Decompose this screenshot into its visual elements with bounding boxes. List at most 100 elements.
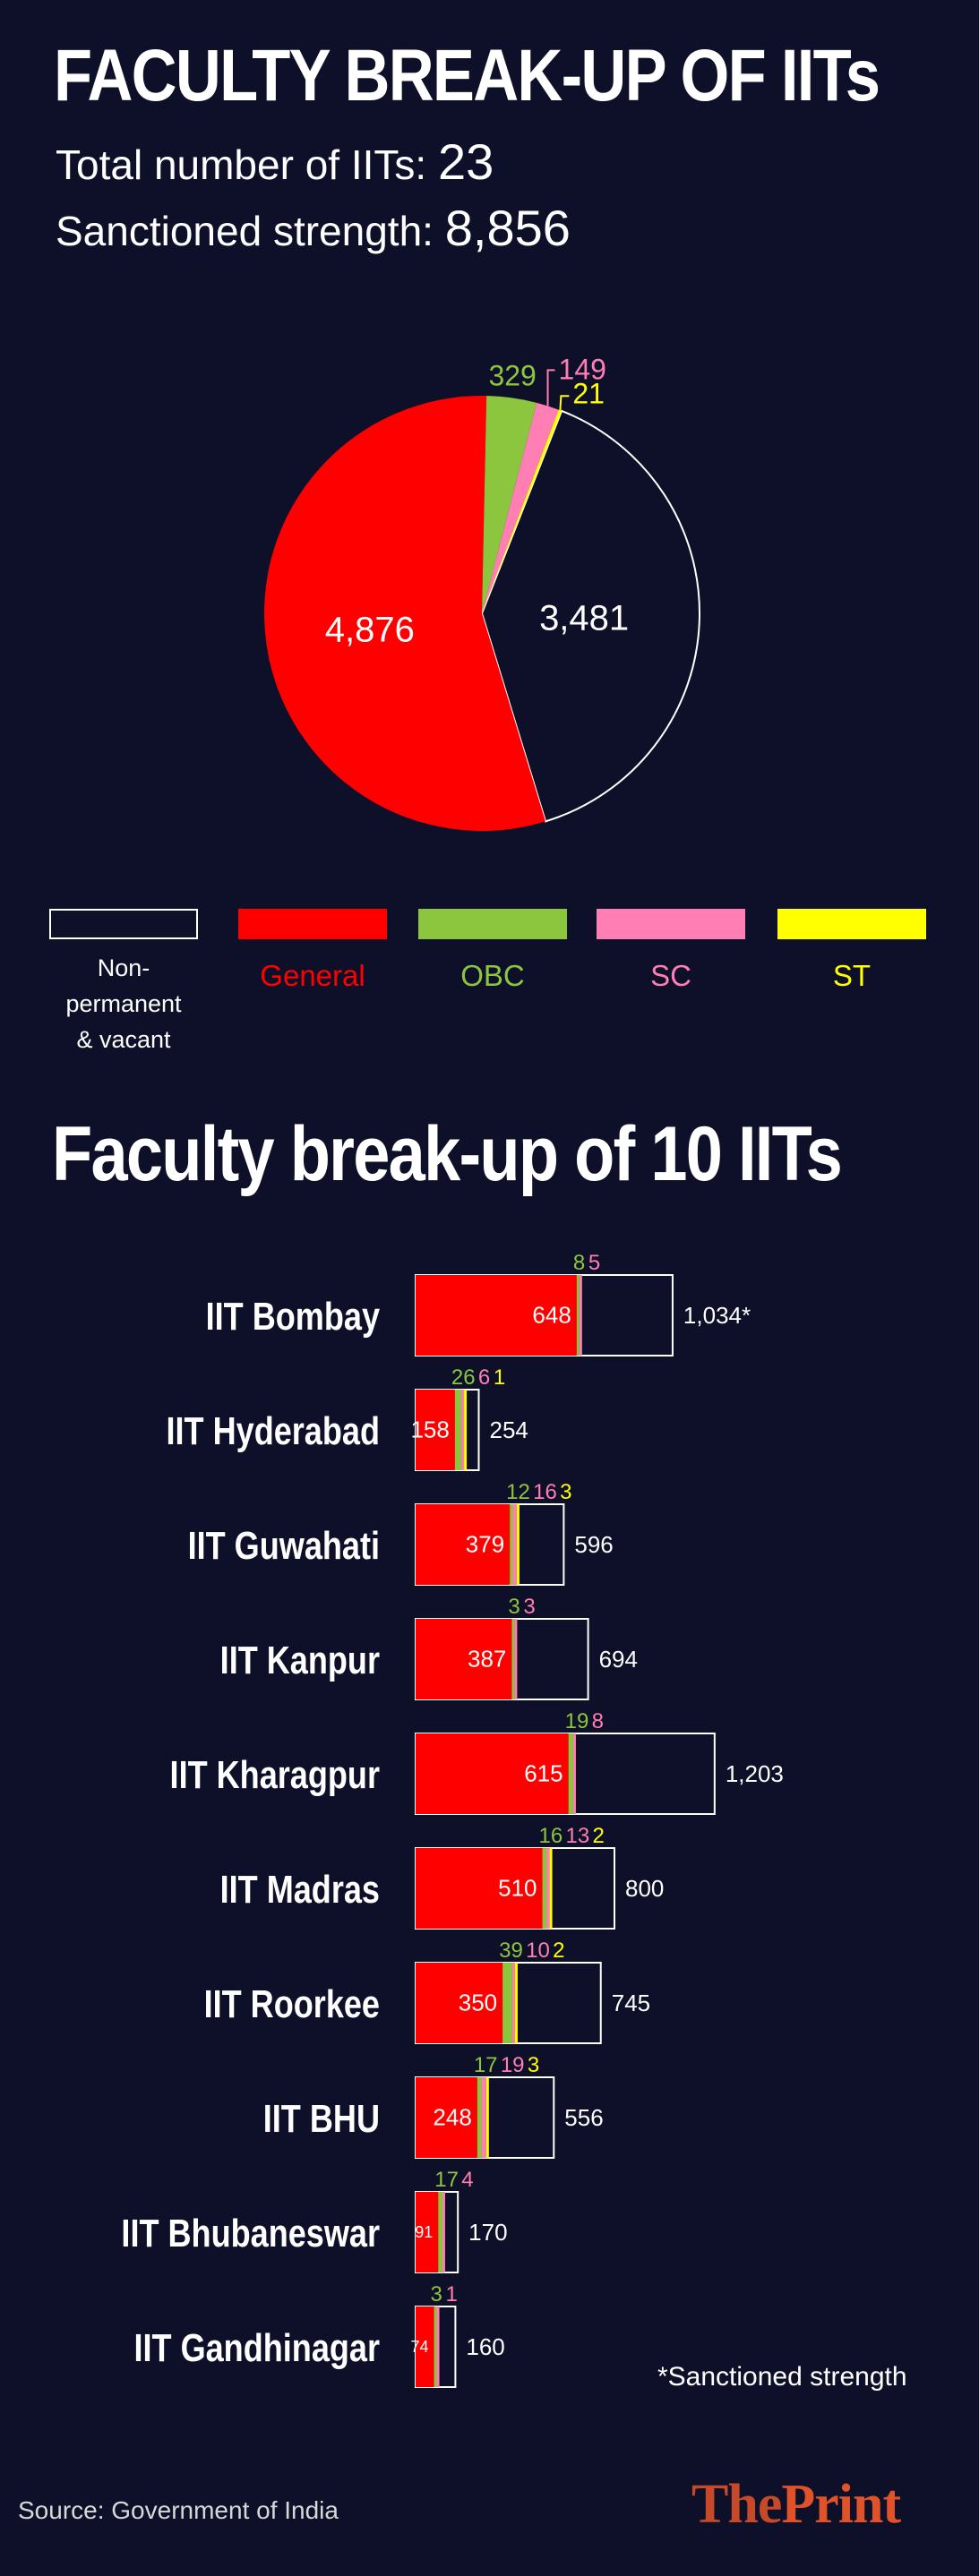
bar-category-label-iit-kanpur: IIT Kanpur [220, 1639, 381, 1682]
bar-category-label-iit-bhu: IIT BHU [263, 2097, 380, 2141]
bar-segment-general-iit-madras [416, 1848, 543, 1929]
pie-slice-general [263, 395, 546, 832]
legend-label-obc: OBC [460, 959, 525, 992]
bar-segment-obc-iit-madras [542, 1848, 546, 1929]
bar-segment-obc-iit-guwahati [510, 1504, 513, 1585]
bar-top-label-obc-iit-bhubaneswar: 17 [434, 2168, 459, 2192]
bar-category-label-iit-bombay: IIT Bombay [206, 1295, 381, 1339]
bar-category-label-iit-madras: IIT Madras [220, 1868, 380, 1912]
bar-segment-st-iit-guwahati [516, 1504, 520, 1585]
bar-segment-st-iit-hyderabad [464, 1390, 468, 1470]
bar-segment-sc-iit-bombay [579, 1275, 582, 1356]
bar-segment-general-iit-kanpur [416, 1619, 512, 1699]
bar-category-label-iit-roorkee: IIT Roorkee [204, 1982, 380, 2026]
bar-segment-sc-iit-roorkee [511, 1963, 515, 2043]
bar-segment-general-iit-hyderabad [416, 1390, 455, 1470]
bar-top-label-obc-iit-hyderabad: 26 [451, 1365, 476, 1390]
bar-segment-sc-iit-bhubaneswar [442, 2192, 445, 2272]
legend-swatch-general [238, 909, 387, 939]
bar-total-label-iit-bombay: 1,034* [683, 1302, 751, 1329]
legend-label-nonperm-line1: Non-permanent [65, 954, 182, 1017]
bar-total-label-iit-bhubaneswar: 170 [468, 2219, 507, 2246]
bar-segment-general-iit-bhubaneswar [416, 2192, 439, 2272]
legend-swatch-obc [418, 909, 567, 939]
bar-segment-sc-iit-kanpur [514, 1619, 518, 1699]
pie-label-st: 21 [572, 377, 605, 409]
bar-category-label-iit-bhubaneswar: IIT Bhubaneswar [121, 2212, 380, 2255]
bar-value-general-iit-bhu: 248 [433, 2104, 471, 2131]
bar-top-label-sc-iit-roorkee: 10 [526, 1938, 550, 1963]
footnote: *Sanctioned strength [657, 2362, 907, 2392]
total-iits-value: 23 [437, 133, 494, 190]
bar-segment-general-iit-bhu [416, 2077, 477, 2158]
bar-total-label-iit-kanpur: 694 [599, 1646, 638, 1673]
bar-category-label-iit-hyderabad: IIT Hyderabad [166, 1409, 380, 1453]
source-note: Source: Government of India [18, 2496, 339, 2524]
sanctioned-strength-label: Sanctioned strength: [56, 208, 434, 254]
bar-top-label-sc-iit-bhu: 19 [501, 2053, 525, 2077]
bar-segment-obc-iit-gandhinagar [434, 2306, 437, 2387]
bar-total-label-iit-madras: 800 [625, 1875, 664, 1902]
bar-value-general-iit-kanpur: 387 [468, 1646, 506, 1673]
bar-total-label-iit-kharagpur: 1,203 [726, 1760, 784, 1787]
bar-segment-obc-iit-hyderabad [454, 1390, 462, 1470]
legend-item-sc: SC [597, 909, 745, 993]
pie-label-sc: 149 [559, 353, 606, 385]
bar-segment-obc-iit-bombay [576, 1275, 580, 1356]
bar-category-label-iit-gandhinagar: IIT Gandhinagar [133, 2326, 380, 2370]
total-iits-label: Total number of IITs: [56, 141, 427, 188]
bar-segment-sc-iit-kharagpur [572, 1733, 576, 1814]
bar-top-label-sc-iit-hyderabad: 6 [478, 1365, 490, 1390]
bar-top-label-st-iit-guwahati: 3 [560, 1480, 571, 1504]
page-title: FACULTY BREAK-UP OF IITs [54, 35, 880, 116]
bar-top-label-obc-iit-kharagpur: 19 [565, 1709, 589, 1733]
bar-segment-sc-iit-guwahati [512, 1504, 517, 1585]
legend-item-st: ST [777, 909, 926, 993]
bar-top-label-obc-iit-madras: 16 [539, 1824, 563, 1848]
brand-logo-part1: The [691, 2474, 782, 2535]
legend-label-st: ST [832, 959, 872, 992]
bar-segment-st-iit-madras [549, 1848, 553, 1929]
bar-segment-general-iit-gandhinagar [416, 2306, 434, 2387]
legend-item-obc: OBC [418, 909, 567, 993]
bar-total-label-iit-gandhinagar: 160 [466, 2333, 504, 2360]
legend-swatch-sc [597, 909, 745, 939]
bar-segment-general-iit-roorkee [416, 1963, 503, 2043]
bar-top-label-sc-iit-bombay: 5 [588, 1251, 600, 1275]
bar-value-general-iit-bhubaneswar: 91 [415, 2223, 433, 2241]
bar-segment-general-iit-guwahati [416, 1504, 511, 1585]
bar-value-general-iit-gandhinagar: 74 [411, 2338, 429, 2356]
bar-segment-sc-iit-bhu [481, 2077, 486, 2158]
pie-label-general: 4,876 [325, 610, 415, 649]
bar-top-label-sc-iit-gandhinagar: 1 [446, 2282, 458, 2306]
legend-label-general: General [260, 959, 365, 992]
bar-chart-title: Faculty break-up of 10 IITs [52, 1111, 843, 1197]
bar-segment-obc-iit-bhu [477, 2077, 482, 2158]
bar-segment-st-iit-roorkee [514, 1963, 518, 2043]
bar-total-label-iit-bhu: 556 [564, 2104, 603, 2131]
brand-logo: ThePrint [691, 2473, 901, 2537]
pie-slice-st [482, 409, 562, 613]
legend-item-nonperm: Non-permanent & vacant [49, 909, 198, 1057]
bar-total-label-iit-guwahati: 596 [574, 1531, 613, 1558]
bar-top-label-sc-iit-kanpur: 3 [523, 1595, 535, 1619]
bar-segment-sc-iit-madras [545, 1848, 550, 1929]
pie-leader-sc [546, 369, 555, 407]
bar-top-label-sc-iit-madras: 13 [566, 1824, 590, 1848]
bar-value-general-iit-madras: 510 [498, 1875, 537, 1902]
legend-swatch-st [777, 909, 926, 939]
pie-slice-nonperm [480, 409, 700, 823]
bar-category-label-iit-kharagpur: IIT Kharagpur [170, 1753, 381, 1797]
bar-top-label-st-iit-roorkee: 2 [553, 1938, 564, 1963]
legend: Non-permanent & vacant General OBC SC ST [0, 909, 979, 1061]
sanctioned-strength-value: 8,856 [444, 200, 571, 256]
total-iits-stat: Total number of IITs: 23 [56, 133, 494, 191]
bar-segment-general-iit-kharagpur [416, 1733, 569, 1814]
bar-top-label-sc-iit-guwahati: 16 [533, 1480, 557, 1504]
bar-total-label-iit-hyderabad: 254 [489, 1416, 528, 1443]
bar-top-label-st-iit-hyderabad: 1 [494, 1365, 505, 1390]
bar-top-label-st-iit-bhu: 3 [528, 2053, 539, 2077]
bar-value-general-iit-hyderabad: 158 [410, 1416, 449, 1443]
